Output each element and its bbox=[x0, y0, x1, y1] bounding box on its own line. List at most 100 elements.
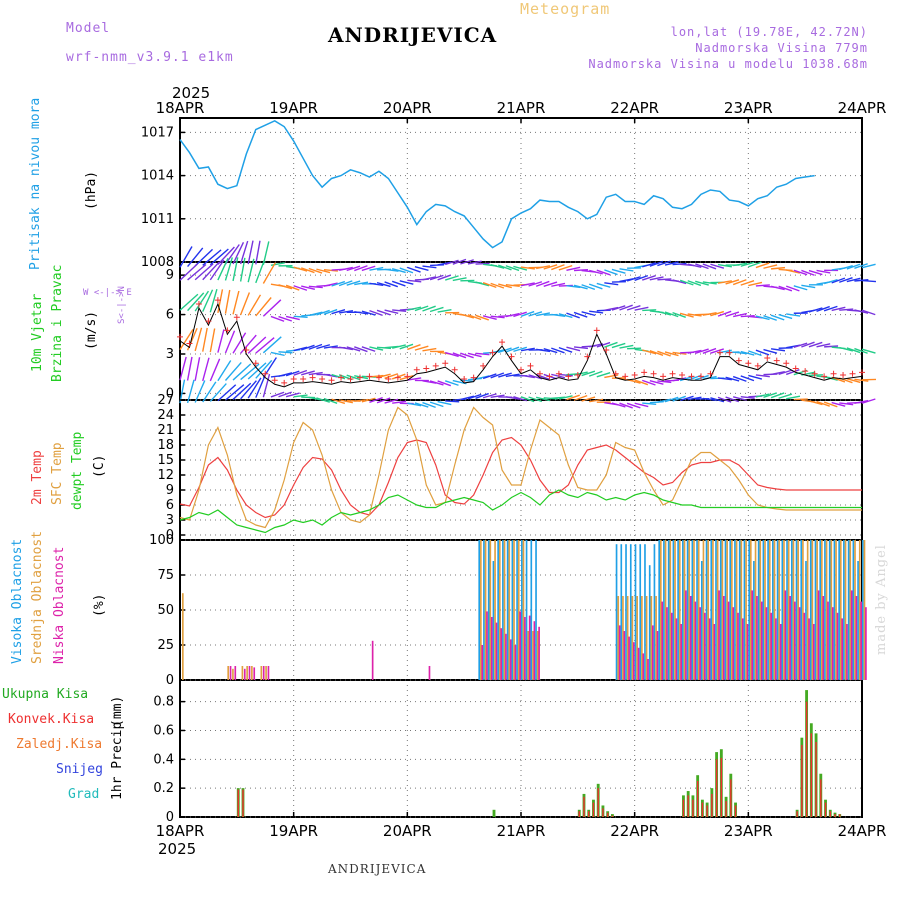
wind-vector bbox=[422, 276, 437, 281]
cloud-mid-bar bbox=[260, 666, 263, 680]
precip-conv-bar bbox=[687, 795, 689, 817]
wind-vector bbox=[566, 266, 581, 271]
y-tick-label: 1011 bbox=[141, 212, 174, 227]
wind-vector bbox=[604, 282, 619, 286]
wind-vector bbox=[649, 260, 664, 267]
wind-vector bbox=[573, 394, 588, 402]
wind-vector bbox=[255, 375, 266, 398]
gust-marker bbox=[688, 373, 695, 380]
y-tick-label: 27 bbox=[157, 393, 174, 408]
wind-vector bbox=[475, 314, 489, 321]
wind-vector bbox=[369, 309, 383, 317]
wind-vector bbox=[861, 309, 876, 316]
gust-marker bbox=[518, 366, 524, 373]
cloud-high-bar bbox=[724, 540, 727, 680]
gust-marker bbox=[394, 374, 401, 381]
wind-vector bbox=[657, 278, 672, 281]
cloud-low-bar bbox=[812, 624, 815, 680]
cloud-mid-bar bbox=[532, 631, 534, 680]
wind-vector bbox=[338, 399, 353, 404]
cloud-high-bar bbox=[776, 540, 779, 680]
wind-vector bbox=[232, 332, 247, 354]
y-tick-label: 1017 bbox=[141, 125, 174, 140]
cloud-low-bar bbox=[633, 642, 635, 680]
cloud-high-bar bbox=[833, 540, 836, 680]
gust-marker bbox=[451, 366, 458, 373]
y-tick-label: 6 bbox=[166, 308, 174, 323]
wind-vector bbox=[770, 348, 786, 352]
cloud-high-bar bbox=[734, 540, 736, 680]
bottom-time-tick: 21APR bbox=[497, 822, 546, 840]
wind-vector bbox=[755, 374, 770, 378]
wind-vector bbox=[740, 314, 755, 318]
cloud-low-bar bbox=[713, 624, 716, 680]
wind-vector bbox=[816, 269, 831, 274]
wind-vector bbox=[657, 398, 672, 403]
cloud-mid-bar bbox=[626, 596, 629, 680]
wind-vector bbox=[755, 262, 770, 269]
wind-vector bbox=[687, 280, 702, 287]
wind-vector bbox=[589, 343, 604, 348]
wind-vector bbox=[634, 274, 649, 282]
gust-marker bbox=[300, 375, 307, 382]
precip-legend-freeze: Zaledj.Kisa bbox=[16, 737, 103, 752]
cloud-low-bar bbox=[519, 611, 521, 680]
gust-marker bbox=[754, 362, 761, 369]
precip-conv-bar bbox=[597, 788, 599, 817]
wind-vector bbox=[422, 305, 436, 312]
precip-legend-conv: Konvek.Kisa bbox=[8, 712, 95, 727]
wind-vector bbox=[505, 312, 520, 318]
y-tick-label: 50 bbox=[157, 603, 174, 618]
cloud-high-bar bbox=[852, 540, 855, 680]
cloud-low-bar bbox=[794, 601, 796, 680]
cloud-high-bar bbox=[625, 544, 627, 680]
top-time-tick: 24APR bbox=[838, 99, 887, 117]
y-tick-label: 0.4 bbox=[153, 752, 174, 767]
wind-vector bbox=[323, 308, 338, 315]
wind-vector bbox=[467, 260, 482, 265]
wind-vector bbox=[574, 268, 589, 272]
y-tick-label: 15 bbox=[157, 453, 174, 468]
cloud-high-bar bbox=[483, 540, 485, 680]
wind-vector bbox=[247, 377, 262, 399]
wind-vector bbox=[316, 397, 330, 403]
wind-vector bbox=[278, 391, 292, 398]
cloud-low-bar bbox=[727, 601, 730, 680]
wind-vector bbox=[611, 305, 626, 311]
wind-vector bbox=[740, 350, 755, 356]
cloud-low-bar bbox=[850, 590, 853, 680]
cloud-high-bar bbox=[658, 540, 661, 680]
wind-vector bbox=[194, 290, 210, 312]
wind-vector bbox=[755, 349, 770, 356]
gust-marker bbox=[631, 372, 638, 379]
wind-vector bbox=[202, 249, 222, 266]
wind-vector bbox=[846, 277, 861, 283]
gust-marker bbox=[546, 373, 553, 380]
gust-marker bbox=[413, 366, 420, 373]
wind-vector bbox=[232, 363, 252, 381]
cloud-low-bar bbox=[699, 607, 701, 680]
cloud-mid-bar bbox=[517, 540, 520, 680]
cloud-low-bar bbox=[647, 659, 649, 680]
cloud-mid-bar bbox=[522, 540, 525, 680]
cloud-mid-bar bbox=[536, 631, 539, 680]
wind-vector bbox=[217, 360, 232, 382]
wind-vector bbox=[657, 380, 672, 384]
precip-conv-bar bbox=[711, 793, 713, 817]
cloud-mid-bar bbox=[768, 540, 771, 680]
wind-vector bbox=[490, 394, 505, 398]
cloud-high-bar bbox=[629, 544, 632, 680]
gust-marker bbox=[243, 347, 250, 354]
precip-legend-snow: Snijeg bbox=[56, 762, 103, 777]
wind-vector bbox=[437, 308, 452, 313]
cloud-low-bar bbox=[495, 622, 498, 680]
wind-vector bbox=[247, 294, 262, 316]
y-tick-label: 18 bbox=[157, 438, 174, 453]
wind-vector bbox=[596, 372, 611, 378]
y-tick-label: 0 bbox=[166, 528, 174, 543]
wind-vector bbox=[717, 263, 732, 268]
wind-vector bbox=[588, 283, 603, 290]
wind-vector bbox=[626, 402, 641, 409]
wind-vector bbox=[475, 352, 490, 356]
wind-vector bbox=[725, 311, 740, 318]
